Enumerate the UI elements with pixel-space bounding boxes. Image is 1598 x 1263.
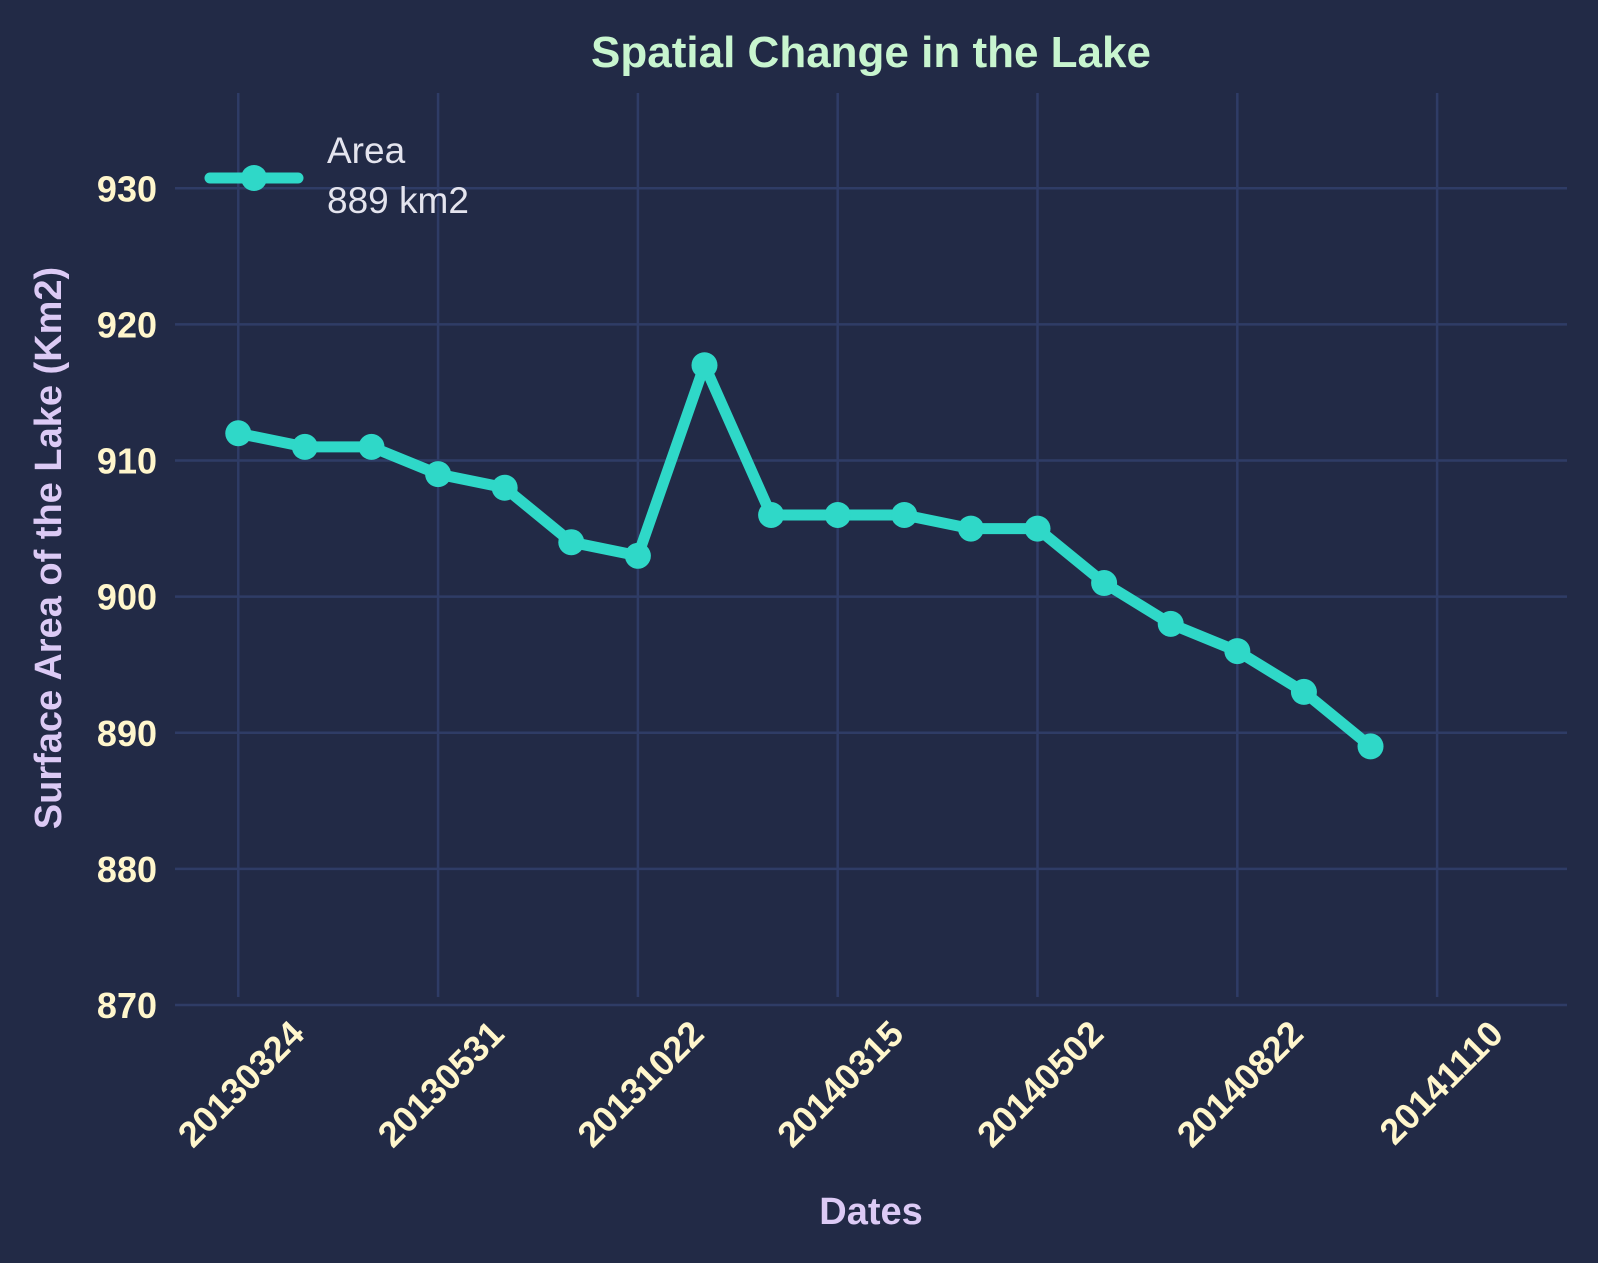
legend-marker <box>241 165 267 191</box>
y-tick-label: 910 <box>97 441 157 482</box>
legend: Area 889 km2 <box>204 130 469 221</box>
data-point <box>758 501 785 528</box>
data-point <box>691 352 718 379</box>
data-point <box>1357 733 1384 760</box>
data-point <box>491 474 518 501</box>
y-tick-label: 930 <box>97 168 157 209</box>
data-point <box>1157 610 1184 637</box>
data-point <box>225 420 252 447</box>
data-point <box>1224 638 1251 665</box>
data-series-area <box>225 352 1384 760</box>
chart-title: Spatial Change in the Lake <box>591 28 1151 77</box>
y-tick-label: 900 <box>97 577 157 618</box>
data-point <box>824 501 851 528</box>
data-point <box>1091 570 1118 597</box>
data-point <box>957 515 984 542</box>
y-tick-label: 880 <box>97 849 157 890</box>
data-point <box>1290 678 1317 705</box>
data-point <box>1024 515 1051 542</box>
legend-series-label: Area <box>327 130 406 171</box>
y-tick-label: 920 <box>97 304 157 345</box>
data-point <box>425 461 452 488</box>
data-point <box>358 433 385 460</box>
data-point <box>291 433 318 460</box>
y-axis-ticks: 870 880 890 900 910 920 930 <box>97 168 157 1026</box>
y-tick-label: 890 <box>97 713 157 754</box>
y-axis-label: Surface Area of the Lake (Km2) <box>28 267 70 829</box>
legend-note: 889 km2 <box>327 180 469 221</box>
data-point <box>558 529 585 556</box>
data-point <box>624 542 651 569</box>
x-axis-label: Dates <box>819 1191 923 1233</box>
data-point <box>891 501 918 528</box>
y-tick-label: 870 <box>97 985 157 1026</box>
